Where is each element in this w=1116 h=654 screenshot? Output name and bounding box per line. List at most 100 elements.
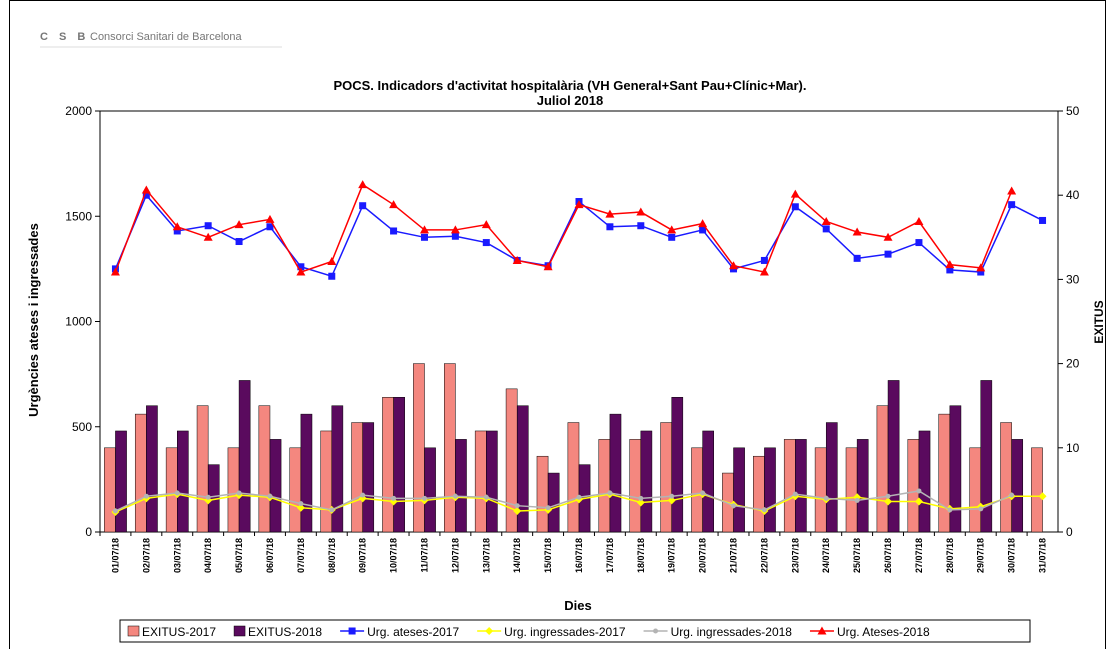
bar bbox=[238, 380, 251, 533]
marker bbox=[790, 189, 800, 198]
bar bbox=[733, 447, 745, 533]
bar bbox=[1000, 422, 1012, 533]
x-tick-label: 25/07/18 bbox=[852, 538, 862, 573]
bar bbox=[331, 405, 344, 533]
marker bbox=[637, 222, 645, 230]
bar bbox=[104, 447, 116, 533]
marker bbox=[1039, 216, 1047, 224]
bar bbox=[795, 439, 807, 533]
marker bbox=[1008, 201, 1016, 209]
marker bbox=[452, 493, 458, 499]
bar bbox=[536, 455, 549, 533]
y2-tick-label: 10 bbox=[1066, 441, 1080, 455]
marker bbox=[265, 214, 275, 223]
x-tick-label: 22/07/18 bbox=[759, 538, 769, 573]
marker bbox=[914, 497, 923, 506]
legend-label: EXITUS-2018 bbox=[248, 625, 322, 639]
bar bbox=[845, 447, 858, 533]
x-tick-label: 24/07/18 bbox=[821, 538, 831, 573]
marker bbox=[205, 494, 211, 500]
bar bbox=[814, 447, 827, 533]
legend-label: EXITUS-2017 bbox=[142, 625, 216, 639]
bar bbox=[825, 422, 838, 533]
bar bbox=[146, 405, 158, 533]
bar bbox=[660, 422, 672, 533]
bar bbox=[320, 430, 333, 533]
bar bbox=[382, 397, 394, 533]
marker bbox=[450, 225, 460, 234]
marker bbox=[853, 254, 861, 262]
bar bbox=[424, 447, 436, 533]
marker bbox=[421, 495, 427, 501]
marker bbox=[1007, 186, 1017, 195]
marker bbox=[143, 493, 149, 499]
bar bbox=[196, 405, 209, 533]
x-tick-label: 15/07/18 bbox=[543, 538, 553, 573]
marker bbox=[885, 493, 891, 499]
marker bbox=[884, 497, 893, 506]
bar bbox=[918, 430, 931, 533]
bar bbox=[629, 439, 642, 533]
bar bbox=[640, 430, 653, 533]
x-tick-label: 27/07/18 bbox=[914, 538, 924, 573]
marker bbox=[514, 503, 520, 509]
marker bbox=[946, 266, 954, 274]
x-tick-label: 28/07/18 bbox=[945, 538, 955, 573]
marker bbox=[636, 207, 646, 216]
marker bbox=[485, 627, 494, 635]
x-tick-label: 23/07/18 bbox=[790, 538, 800, 573]
marker bbox=[852, 227, 862, 236]
x-tick-label: 30/07/18 bbox=[1007, 538, 1017, 573]
bar bbox=[764, 447, 776, 533]
y-tick-label: 1500 bbox=[65, 209, 92, 223]
marker bbox=[296, 503, 305, 512]
x-tick-label: 12/07/18 bbox=[450, 538, 460, 573]
marker bbox=[298, 501, 304, 507]
marker bbox=[668, 233, 676, 241]
marker bbox=[821, 217, 831, 226]
bar bbox=[413, 363, 425, 533]
x-tick-label: 11/07/18 bbox=[419, 538, 429, 573]
marker bbox=[978, 506, 984, 512]
y2-tick-label: 50 bbox=[1066, 104, 1080, 118]
marker bbox=[698, 219, 708, 228]
marker bbox=[731, 503, 737, 509]
marker bbox=[607, 490, 613, 496]
marker bbox=[823, 495, 829, 501]
x-tick-label: 26/07/18 bbox=[883, 538, 893, 573]
marker bbox=[389, 200, 399, 209]
marker bbox=[574, 200, 584, 209]
bar bbox=[134, 413, 147, 533]
line bbox=[115, 490, 1012, 512]
x-tick-label: 09/07/18 bbox=[358, 538, 368, 573]
marker bbox=[977, 268, 985, 276]
bar bbox=[949, 405, 962, 533]
marker bbox=[141, 185, 151, 194]
marker bbox=[481, 220, 491, 229]
x-tick-label: 18/07/18 bbox=[636, 538, 646, 573]
marker bbox=[945, 260, 955, 269]
x-tick-label: 04/07/18 bbox=[203, 538, 213, 573]
legend-label: Urg. Ateses-2018 bbox=[837, 625, 930, 639]
bar bbox=[1031, 447, 1043, 533]
marker bbox=[296, 267, 306, 276]
marker bbox=[451, 232, 459, 240]
x-tick-label: 16/07/18 bbox=[574, 538, 584, 573]
bar bbox=[1011, 439, 1024, 533]
bar bbox=[856, 439, 869, 533]
marker bbox=[420, 233, 428, 241]
bar bbox=[609, 413, 622, 533]
legend-label: Urg. ingressades-2018 bbox=[671, 625, 793, 639]
x-tick-label: 13/07/18 bbox=[481, 538, 491, 573]
marker bbox=[112, 508, 118, 514]
x-axis-label: Dies bbox=[564, 598, 591, 613]
legend-box bbox=[119, 619, 1031, 643]
marker bbox=[513, 506, 522, 515]
marker bbox=[667, 225, 677, 234]
marker bbox=[545, 505, 551, 511]
bar bbox=[516, 405, 529, 533]
marker bbox=[235, 238, 243, 246]
marker bbox=[700, 490, 706, 496]
